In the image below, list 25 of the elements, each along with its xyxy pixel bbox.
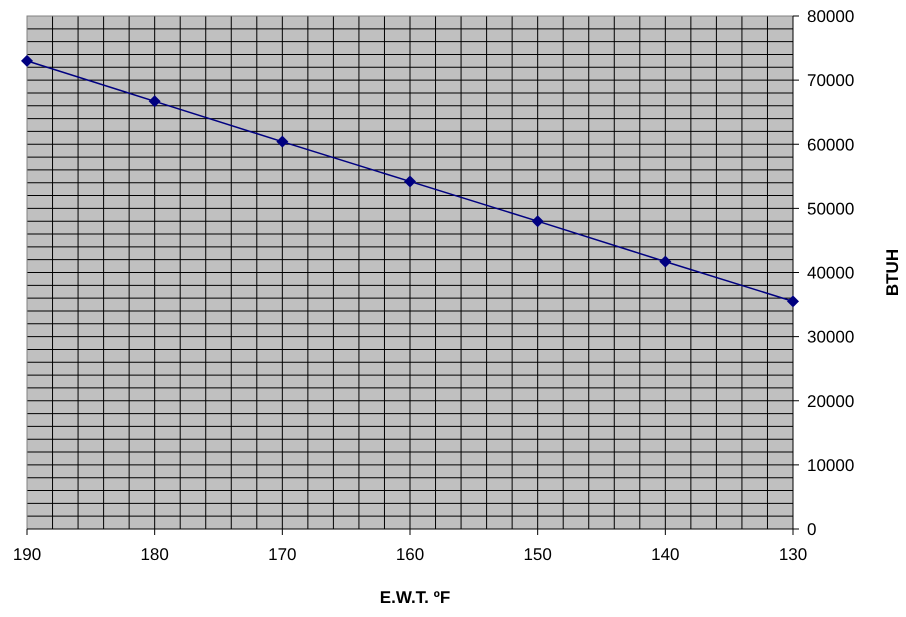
- x-axis-title: E.W.T. ºF: [380, 588, 450, 607]
- x-tick-label: 180: [140, 545, 169, 564]
- x-tick-label: 170: [268, 545, 297, 564]
- x-tick-label: 150: [523, 545, 552, 564]
- y-tick-label: 10000: [807, 456, 854, 475]
- x-tick-label: 140: [651, 545, 680, 564]
- y-tick-label: 50000: [807, 199, 854, 218]
- point: [787, 295, 799, 308]
- point: [276, 136, 288, 148]
- y-tick-label: 30000: [807, 328, 854, 347]
- y-tick-label: 80000: [807, 7, 854, 26]
- x-tick-label: 190: [12, 545, 42, 564]
- point: [404, 175, 416, 188]
- point: [659, 256, 672, 268]
- point: [21, 54, 33, 67]
- y-tick-label: 0: [807, 520, 816, 539]
- y-tick-label: 70000: [807, 71, 854, 90]
- point: [532, 215, 544, 228]
- y-tick-label: 40000: [807, 264, 854, 282]
- y-tick-label: 60000: [807, 135, 854, 154]
- y-axis-title: BTUH: [883, 248, 902, 296]
- x-tick-label: 130: [778, 545, 808, 564]
- x-tick-label: 160: [396, 545, 424, 564]
- y-tick-label: 20000: [807, 392, 854, 411]
- point: [148, 95, 161, 108]
